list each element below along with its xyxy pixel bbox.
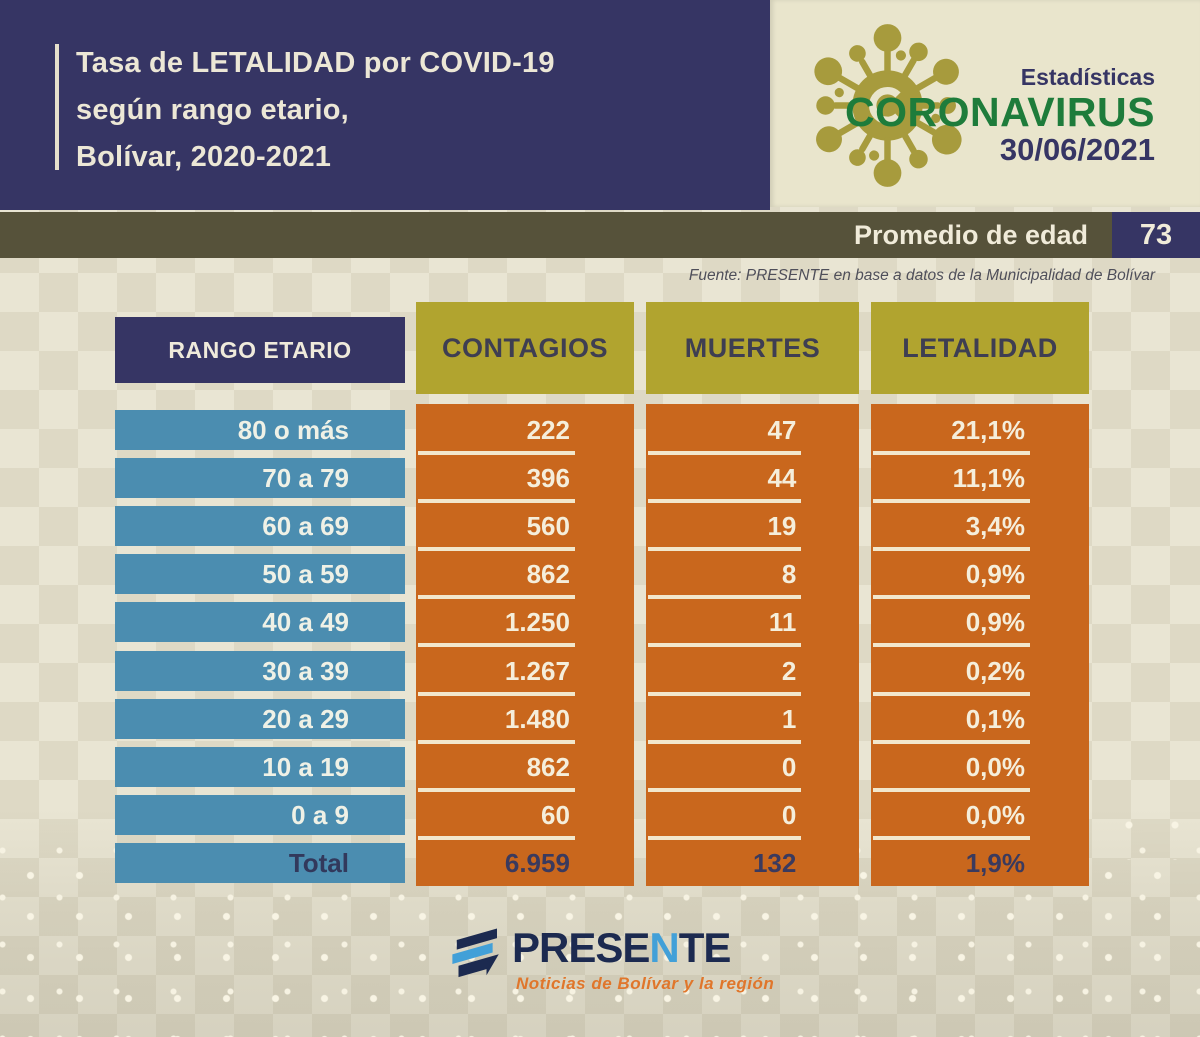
letalidad-column: 21,1% 11,1% 3,4% 0,9% 0,9% 0,2% 0,1% 0,0% 0,0% 1,… bbox=[871, 404, 1089, 886]
letalidad-cell: 0,9% bbox=[873, 602, 1030, 647]
age-range-cell: 40 a 49 bbox=[115, 602, 405, 642]
brand-label: Estadísticas bbox=[1020, 64, 1155, 90]
contagios-cell: 396 bbox=[418, 458, 575, 503]
page-title-line: según rango etario, bbox=[76, 94, 349, 126]
age-range-cell: 50 a 59 bbox=[115, 554, 405, 594]
logo-text-post: TE bbox=[678, 924, 732, 971]
muertes-cell: 8 bbox=[648, 554, 802, 599]
letalidad-cell: 21,1% bbox=[873, 410, 1030, 455]
dots-pattern-right bbox=[1096, 800, 1200, 860]
age-range-cell: 10 a 19 bbox=[115, 747, 405, 787]
logo-text-pre: PRESE bbox=[512, 924, 650, 971]
contagios-cell: 60 bbox=[418, 795, 575, 840]
presente-logo-icon bbox=[452, 928, 499, 978]
title-panel: Tasa de LETALIDAD por COVID-19 según ran… bbox=[0, 0, 770, 210]
contagios-cell: 1.250 bbox=[418, 602, 575, 647]
brand-date: 30/06/2021 bbox=[999, 132, 1155, 167]
contagios-column: 222 396 560 862 1.250 1.267 1.480 862 60 6.959 bbox=[416, 404, 634, 886]
muertes-cell: 0 bbox=[648, 747, 802, 792]
brand-name: CORONAVIRUS bbox=[845, 89, 1155, 135]
letalidad-cell: 0,0% bbox=[873, 795, 1030, 840]
letalidad-cell: 1,9% bbox=[965, 848, 1025, 878]
letalidad-cell: 0,1% bbox=[873, 699, 1030, 744]
logo-text-accent: N bbox=[649, 924, 679, 971]
column-header-letalidad: LETALIDAD bbox=[871, 302, 1089, 394]
letalidad-cell: 0,0% bbox=[873, 747, 1030, 792]
age-range-cell: 20 a 29 bbox=[115, 699, 405, 739]
average-age-value: 73 bbox=[1112, 212, 1200, 258]
letalidad-cell: 3,4% bbox=[873, 506, 1030, 551]
column-header-contagios: CONTAGIOS bbox=[416, 302, 634, 394]
page-title-line: Tasa de LETALIDAD por COVID-19 bbox=[76, 47, 555, 79]
age-range-cell: 70 a 79 bbox=[115, 458, 405, 498]
muertes-cell: 0 bbox=[648, 795, 802, 840]
contagios-cell: 862 bbox=[418, 554, 575, 599]
page-title-line: Bolívar, 2020-2021 bbox=[76, 141, 332, 173]
column-header-rango-etario: RANGO ETARIO bbox=[115, 317, 405, 383]
age-range-cell: 60 a 69 bbox=[115, 506, 405, 546]
logo-text: PRESENTE bbox=[512, 924, 732, 972]
coronavirus-icon bbox=[814, 24, 962, 187]
average-age-label: Promedio de edad bbox=[853, 220, 1088, 250]
contagios-cell: 862 bbox=[418, 747, 575, 792]
letalidad-cell: 0,2% bbox=[873, 651, 1030, 696]
age-range-cell: 0 a 9 bbox=[115, 795, 405, 835]
page-title: Tasa de LETALIDAD por COVID-19 según ran… bbox=[76, 40, 555, 181]
contagios-cell: 6.959 bbox=[504, 848, 570, 878]
logo-tagline: Noticias de Bolívar y la región bbox=[516, 974, 775, 993]
contagios-cell: 222 bbox=[418, 410, 575, 455]
title-accent-bar bbox=[55, 44, 59, 170]
brand-text: Estadísticas CORONAVIRUS 30/06/2021 bbox=[845, 64, 1155, 167]
muertes-cell: 11 bbox=[648, 602, 802, 647]
age-range-cell: Total bbox=[115, 843, 405, 883]
muertes-cell: 1 bbox=[648, 699, 802, 744]
muertes-cell: 19 bbox=[648, 506, 802, 551]
age-range-cell: 30 a 39 bbox=[115, 651, 405, 691]
source-note: Fuente: PRESENTE en base a datos de la M… bbox=[688, 267, 1155, 284]
letalidad-cell: 0,9% bbox=[873, 554, 1030, 599]
footer-logo: PRESENTE Noticias de Bolívar y la región bbox=[448, 916, 788, 1008]
muertes-column: 47 44 19 8 11 2 1 0 0 132 bbox=[646, 404, 859, 886]
brand-panel: Estadísticas CORONAVIRUS 30/06/2021 bbox=[770, 0, 1200, 207]
age-range-cell: 80 o más bbox=[115, 410, 405, 450]
muertes-cell: 132 bbox=[752, 848, 797, 878]
letalidad-cell: 11,1% bbox=[873, 458, 1030, 503]
muertes-cell: 44 bbox=[648, 458, 802, 503]
muertes-cell: 2 bbox=[648, 651, 802, 696]
muertes-cell: 47 bbox=[648, 410, 802, 455]
contagios-cell: 560 bbox=[418, 506, 575, 551]
contagios-cell: 1.267 bbox=[418, 651, 575, 696]
average-age-band: Promedio de edad 73 bbox=[0, 212, 1200, 258]
contagios-cell: 1.480 bbox=[418, 699, 575, 744]
column-header-muertes: MUERTES bbox=[646, 302, 859, 394]
